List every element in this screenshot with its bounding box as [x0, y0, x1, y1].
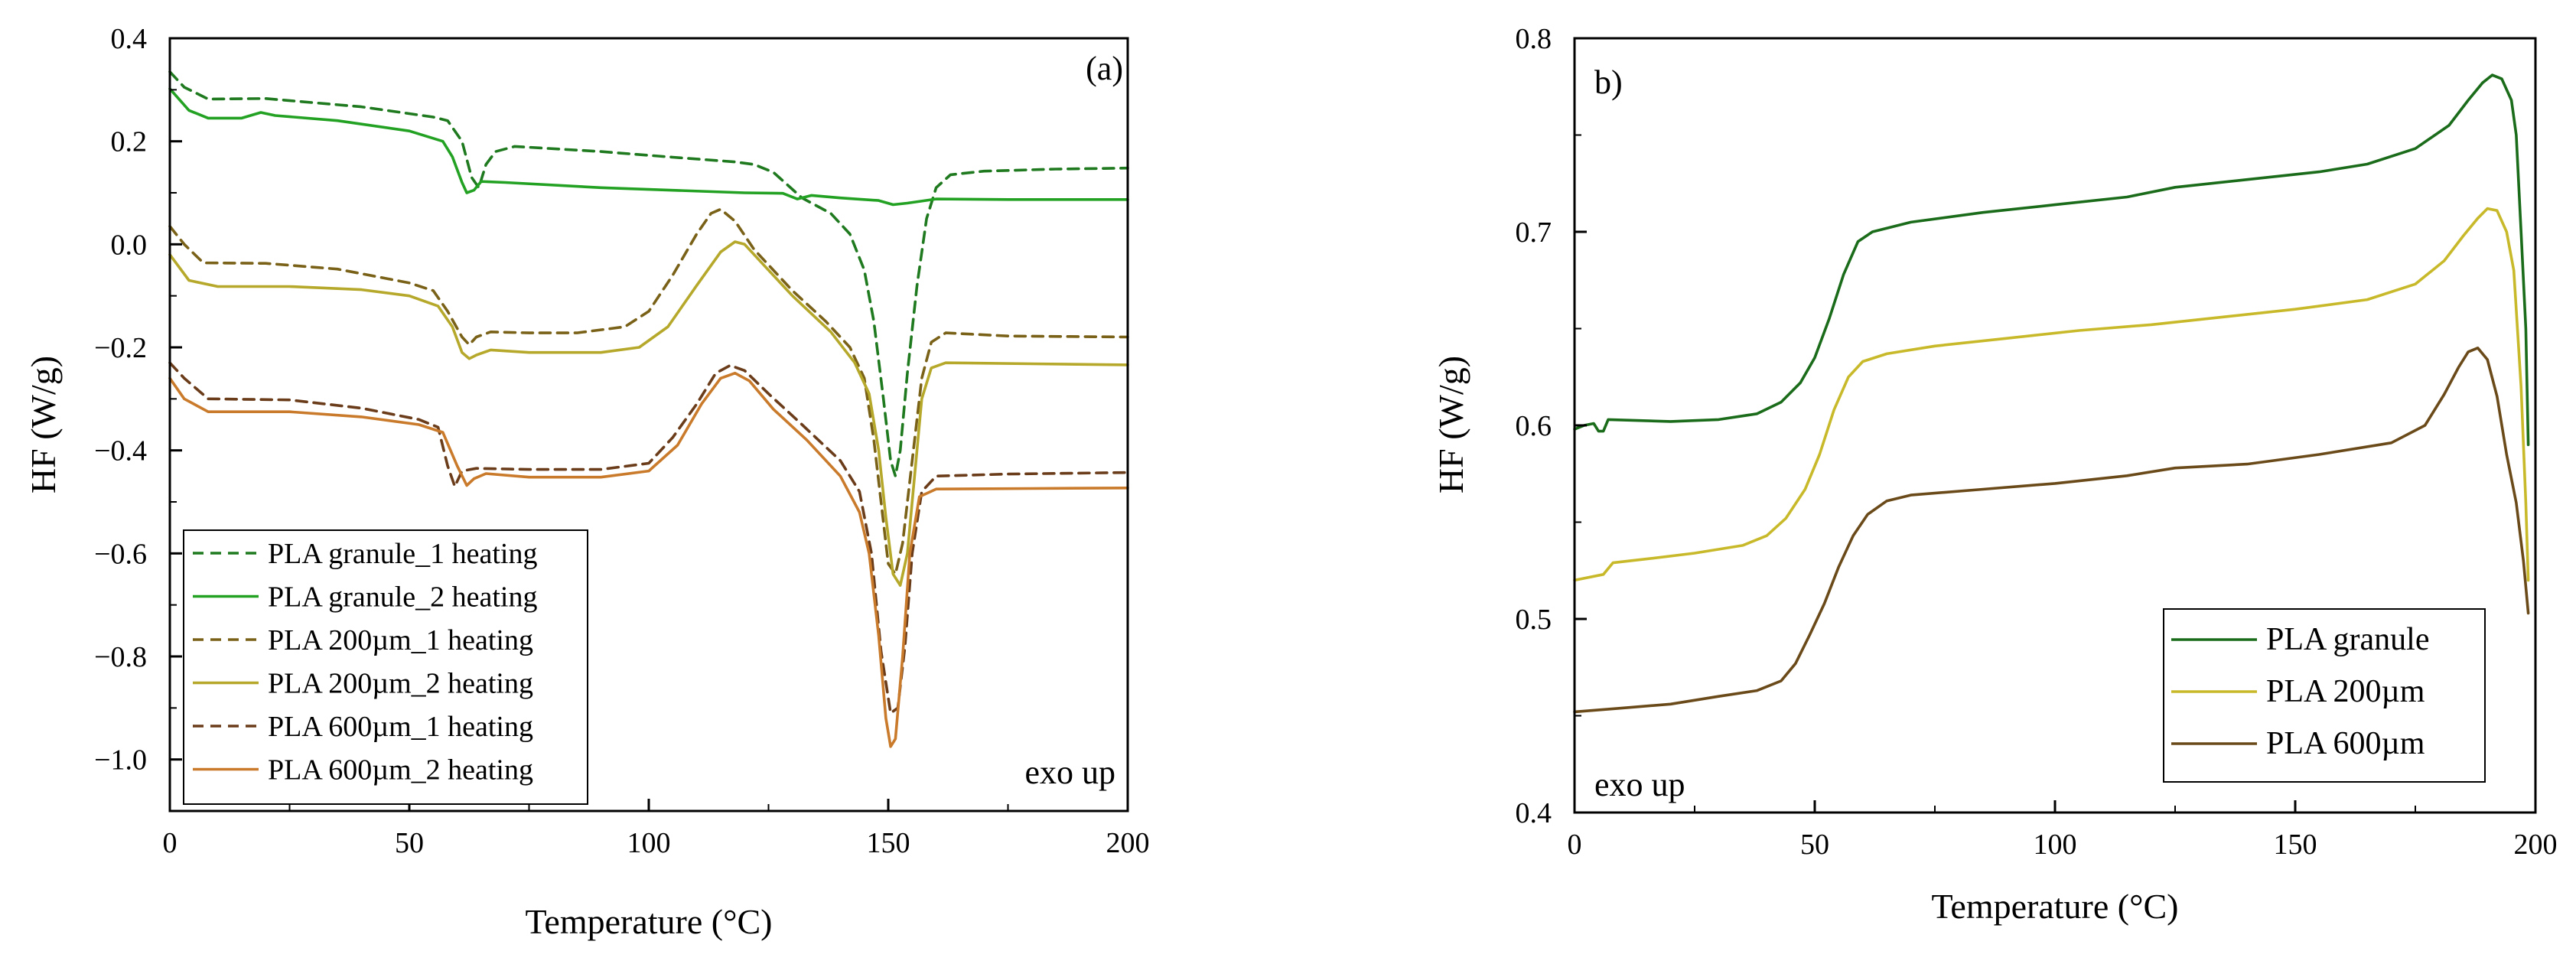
panel-a-x-tick-label: 200	[1106, 827, 1150, 859]
panel-a-x-tick-label: 50	[395, 827, 424, 859]
panel-a-series-line	[168, 87, 1129, 207]
panel-b-y-axis-label: HF (W/g)	[1431, 356, 1470, 493]
panel-b-exo-up-annotation: exo up	[1594, 766, 1685, 803]
panel-b-legend-label: PLA 600µm	[2266, 726, 2425, 761]
panel-b-y-tick-label: 0.6	[1516, 410, 1552, 442]
panel-a-legend: PLA granule_1 heating PLA granule_2 heati…	[183, 529, 588, 805]
panel-a-label: (a)	[1086, 50, 1123, 87]
panel-a-x-tick-label: 150	[867, 827, 910, 859]
panel-a-series	[168, 70, 1129, 748]
panel-b-x-axis-label: Temperature (°C)	[1932, 887, 2179, 926]
panel-a-legend-label: PLA granule_2 heating	[268, 581, 537, 614]
panel-b-series	[1573, 73, 2530, 714]
panel-a-legend-label: PLA 600µm_2 heating	[268, 754, 533, 787]
panel-b-x-tick-label: 150	[2274, 829, 2317, 861]
panel-a-y-tick-label: −0.4	[94, 435, 147, 467]
panel-a-y-tick-label: −0.2	[94, 332, 147, 364]
panel-b-x-tick-label: 0	[1568, 829, 1582, 861]
panel-a-series-line	[168, 371, 1129, 748]
panel-a-x-tick-label: 0	[163, 827, 177, 859]
panel-a-y-axis-label: HF (W/g)	[24, 356, 63, 493]
panel-a-x-tick-label: 100	[627, 827, 671, 859]
panel-a-series-line	[168, 240, 1129, 587]
panel-b-legend-label: PLA granule	[2266, 622, 2429, 657]
panel-b-y-tick-label: 0.4	[1516, 797, 1552, 829]
panel-a-legend-box	[183, 529, 588, 805]
panel-b-x-tick-label: 100	[2034, 829, 2077, 861]
panel-a-y-tick-label: 0.0	[111, 229, 148, 261]
panel-b-legend-label: PLA 200µm	[2266, 674, 2425, 709]
panel-b-series-line	[1573, 73, 2530, 447]
panel-b-x-tick-label: 50	[1800, 829, 1829, 861]
panel-a-legend-label: PLA 200µm_1 heating	[268, 624, 533, 656]
panel-b-series-line	[1573, 347, 2530, 714]
panel-a-series-line	[168, 70, 1129, 478]
panel-a-x-tick-labels: 0 50 100 150 200	[163, 827, 1150, 859]
panel-a-y-tick-label: −0.8	[94, 641, 147, 673]
panel-b-y-tick-label: 0.5	[1516, 604, 1552, 636]
panel-a-exo-up-annotation: exo up	[1024, 754, 1115, 791]
panel-b-legend-box	[2163, 608, 2486, 783]
panel-a-y-tick-label: −0.6	[94, 538, 147, 570]
panel-a-y-tick-label: −1.0	[94, 744, 147, 777]
panel-a-ticks	[168, 37, 1129, 812]
panel-a-y-tick-label: 0.2	[111, 126, 148, 158]
panel-b-x-tick-labels: 0 50 100 150 200	[1568, 829, 2558, 861]
panel-a-y-tick-labels: 0.4 0.2 0.0 −0.2 −0.4 −0.6 −0.8 −1.0	[94, 23, 147, 777]
panel-b-y-tick-label: 0.7	[1516, 217, 1552, 249]
panel-a-legend-label: PLA 200µm_2 heating	[268, 668, 533, 700]
panel-b-y-tick-labels: 0.8 0.7 0.6 0.5 0.4	[1516, 23, 1552, 829]
panel-a-chart: 0 50 100 150 200 0.4 0.2 0.0 −0.2 −0.4 −0.6 −0.8 −1…	[24, 23, 1150, 941]
panel-b-label: b)	[1594, 64, 1623, 101]
panel-a-series-line	[168, 207, 1129, 576]
panel-a-legend-label: PLA granule_1 heating	[268, 538, 537, 570]
panel-b-y-tick-label: 0.8	[1516, 23, 1552, 55]
panel-a-y-tick-label: 0.4	[111, 23, 148, 55]
panel-a-legend-label: PLA 600µm_1 heating	[268, 711, 533, 743]
panel-b-x-tick-label: 200	[2514, 829, 2558, 861]
panel-b-series-line	[1573, 207, 2530, 582]
panel-b-legend: PLA granule PLA 200µm PLA 600µm	[2163, 608, 2486, 783]
panel-a-x-axis-label: Temperature (°C)	[526, 902, 773, 941]
panel-b-ticks	[1573, 37, 2537, 814]
panel-b-chart: 0 50 100 150 200 0.8 0.7 0.6 0.5 0.4 Temperature…	[1431, 23, 2558, 926]
